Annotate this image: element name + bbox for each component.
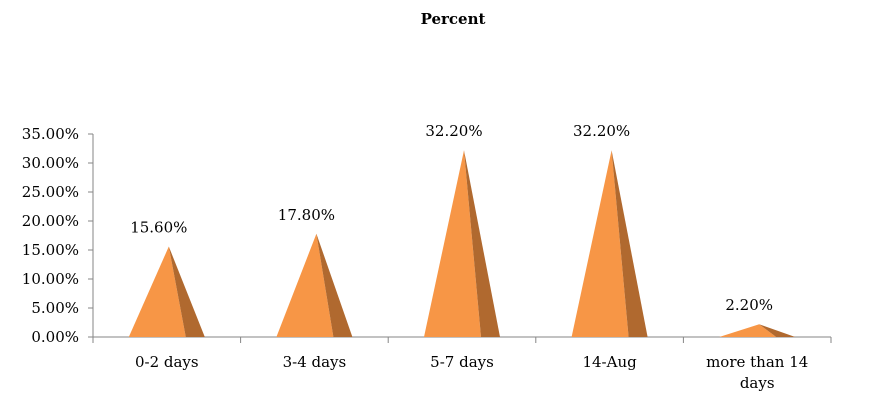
plot-area: 0.00% 5.00% 10.00% 15.00% 20.00% 25.00% 30.00%… bbox=[22, 122, 832, 392]
y-tick-label: 30.00% bbox=[22, 154, 79, 172]
pyramid-side bbox=[611, 150, 648, 337]
data-label: 32.20% bbox=[425, 122, 482, 140]
y-tick-label: 0.00% bbox=[31, 328, 79, 346]
pyramid-side bbox=[316, 233, 353, 337]
y-tick-label: 35.00% bbox=[22, 125, 79, 143]
pyramid-face bbox=[571, 150, 629, 337]
data-label: 32.20% bbox=[573, 122, 630, 140]
data-label: 2.20% bbox=[725, 296, 773, 314]
pyramid-face bbox=[128, 246, 186, 337]
x-tick-label: 5-7 days bbox=[430, 353, 494, 371]
x-tick-label: days bbox=[740, 374, 775, 392]
chart-title: Percent bbox=[421, 10, 486, 28]
x-tick-label: more than 14 bbox=[706, 353, 808, 371]
x-tick-label: 3-4 days bbox=[283, 353, 347, 371]
pyramid-side bbox=[464, 150, 500, 337]
y-tick-label: 25.00% bbox=[22, 183, 79, 201]
data-label: 17.80% bbox=[278, 206, 335, 224]
data-label: 15.60% bbox=[130, 219, 187, 237]
pyramid-face bbox=[424, 150, 481, 337]
pyramid-side bbox=[759, 324, 796, 337]
y-tick-label: 10.00% bbox=[22, 270, 79, 288]
x-tick-label: 14-Aug bbox=[582, 353, 637, 371]
pyramid-face bbox=[719, 324, 777, 337]
pyramid-side bbox=[168, 246, 205, 337]
y-tick-label: 15.00% bbox=[22, 241, 79, 259]
x-tick-label: 0-2 days bbox=[135, 353, 199, 371]
pyramid-face bbox=[276, 233, 334, 337]
y-tick-label: 5.00% bbox=[31, 299, 79, 317]
y-tick-label: 20.00% bbox=[22, 212, 79, 230]
